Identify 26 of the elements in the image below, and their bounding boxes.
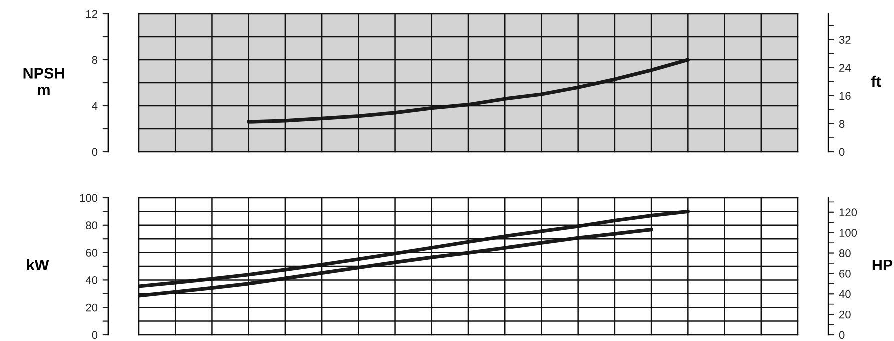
y2-tick-label: 60 [840,270,851,278]
y2-tick-label: 16 [840,92,851,100]
y2-tick-label: 8 [839,120,845,128]
y-tick-label: 80 [86,222,98,230]
y-tick-label: 8 [92,56,98,64]
y2-axis-title: HP [872,260,893,270]
y-axis-title: kW [27,259,50,270]
y2-tick-label: 0 [839,148,845,156]
y2-tick-label: 24 [840,64,852,72]
y-tick-label: 40 [86,276,98,284]
y2-tick-label: 120 [840,208,858,217]
y-tick-label: 0 [92,331,98,340]
y2-tick-label: 0 [839,331,845,340]
y-tick-label: 4 [92,102,98,110]
y2-tick-label: 20 [840,310,851,319]
y-tick-label: 0 [92,148,98,156]
y-tick-label: 20 [86,304,98,312]
y-axis-title: NPSH m [24,68,64,96]
y2-tick-label: 100 [840,229,858,237]
y2-axis-title: ft [872,76,882,88]
y2-tick-label: 32 [839,36,851,44]
y-tick-label: 60 [86,249,98,257]
y-tick-label: 12 [86,10,98,18]
y2-tick-label: 40 [839,290,851,298]
y2-tick-label: 80 [839,250,851,258]
y-tick-label: 100 [80,194,98,202]
